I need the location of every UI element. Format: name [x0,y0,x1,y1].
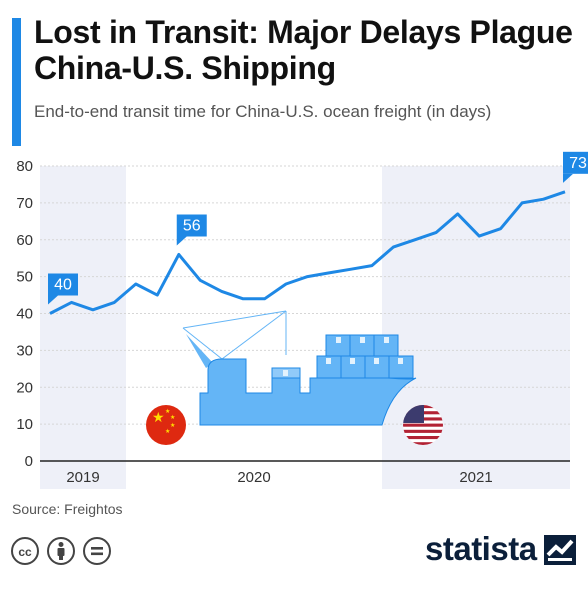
svg-text:★: ★ [152,410,165,426]
statista-logo[interactable]: statista [425,530,537,567]
data-label-pointer [48,295,58,305]
data-label-box [48,273,78,296]
x-axis-year-labels: 2019 2020 2021 [66,469,492,486]
x-tick-label: 2019 [66,469,99,486]
equals-icon[interactable] [83,537,111,565]
year-band-2021 [382,166,570,489]
y-tick-label: 40 [16,306,33,323]
chart-subtitle: End-to-end transit time for China-U.S. o… [34,102,492,121]
svg-text:★: ★ [165,428,170,435]
data-label-text: 73 [569,155,587,172]
person-icon[interactable] [47,537,75,565]
cargo-ship-icon [182,310,417,426]
x-tick-label: 2020 [237,469,270,486]
year-band-2019 [40,166,126,489]
y-tick-label: 20 [16,379,33,396]
series-line [49,190,566,315]
y-tick-label: 60 [16,232,33,249]
title-accent-bar [12,18,21,146]
data-label: 56 [176,214,207,246]
svg-text:★: ★ [170,422,175,429]
statista-logo-icon [544,535,576,565]
data-label-pointer [563,173,573,183]
y-tick-label: 70 [16,195,33,212]
data-label-box [176,214,207,237]
us-flag-icon [403,405,443,445]
year-shading [40,166,570,489]
license-icons: cc [11,537,111,565]
data-label: 40 [48,273,78,305]
data-label-text: 40 [54,277,72,294]
y-tick-label: 10 [16,416,33,433]
transit-time-line-chart: 0 10 20 30 40 50 60 70 80 ★ ★ ★ ★ ★ [16,151,588,489]
y-tick-label: 0 [25,453,33,470]
source-note: Source: Freightos [12,501,123,517]
y-tick-label: 50 [16,269,33,286]
china-flag-icon: ★ ★ ★ ★ ★ [146,405,186,445]
x-tick-label: 2021 [459,469,492,486]
svg-text:★: ★ [165,408,170,415]
chart-title: Lost in Transit: Major Delays Plague Chi… [34,14,573,86]
svg-text:cc: cc [18,545,32,559]
data-label-box [563,151,588,174]
y-tick-label: 30 [16,342,33,359]
y-axis-ticks: 0 10 20 30 40 50 60 70 80 [16,158,33,470]
data-label-text: 56 [183,218,201,235]
data-label: 73 [563,151,588,183]
cc-icon[interactable]: cc [11,537,39,565]
data-labels: 40 56 73 [48,151,588,305]
data-label-pointer [176,236,187,246]
y-tick-label: 80 [16,158,33,175]
svg-text:★: ★ [170,414,175,421]
